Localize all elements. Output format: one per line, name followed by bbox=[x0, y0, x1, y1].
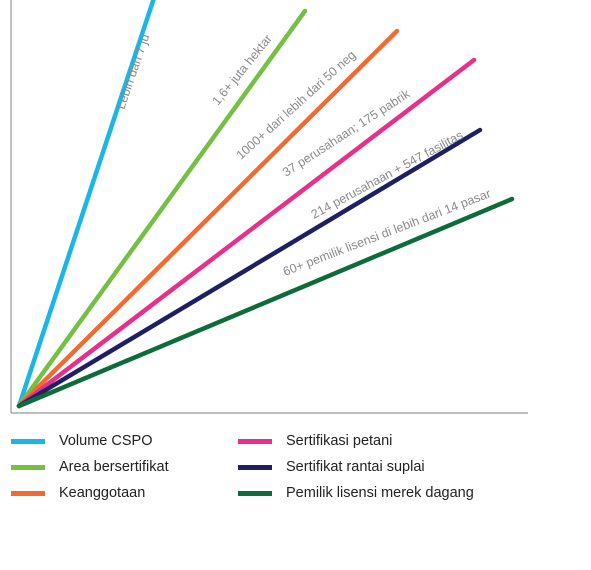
legend-item-volume-cspo: Volume CSPO bbox=[11, 430, 153, 452]
legend-label: Area bersertifikat bbox=[59, 459, 169, 475]
legend-item-sertifikasi-petani: Sertifikasi petani bbox=[238, 430, 392, 452]
series-annotation: Lebih dari 7 ju bbox=[114, 32, 153, 111]
legend-label: Keanggotaan bbox=[59, 485, 146, 501]
legend-item-keanggotaan: Keanggotaan bbox=[11, 482, 145, 504]
series-line bbox=[16, 8, 308, 409]
series-lines bbox=[16, 0, 515, 409]
legend-swatch bbox=[238, 490, 272, 496]
legend-swatch bbox=[11, 438, 45, 444]
series-line bbox=[16, 127, 483, 409]
series-line bbox=[16, 57, 477, 409]
legend-label: Sertifikasi petani bbox=[286, 433, 393, 449]
legend: Volume CSPO Area bersertifikat Keanggota… bbox=[0, 430, 591, 530]
legend-label: Volume CSPO bbox=[59, 433, 153, 449]
series-line bbox=[16, 28, 400, 409]
legend-item-sertifikat-rantai-suplai: Sertifikat rantai suplai bbox=[238, 456, 425, 478]
legend-swatch bbox=[11, 490, 45, 496]
legend-label: Pemilik lisensi merek dagang bbox=[286, 485, 474, 501]
legend-label: Sertifikat rantai suplai bbox=[286, 459, 425, 475]
legend-item-area-bersertifikat: Area bersertifikat bbox=[11, 456, 169, 478]
legend-swatch bbox=[238, 438, 272, 444]
legend-item-pemilik-lisensi: Pemilik lisensi merek dagang bbox=[238, 482, 474, 504]
legend-swatch bbox=[11, 464, 45, 470]
series-line bbox=[16, 0, 156, 409]
series-line bbox=[16, 196, 515, 409]
legend-swatch bbox=[238, 464, 272, 470]
